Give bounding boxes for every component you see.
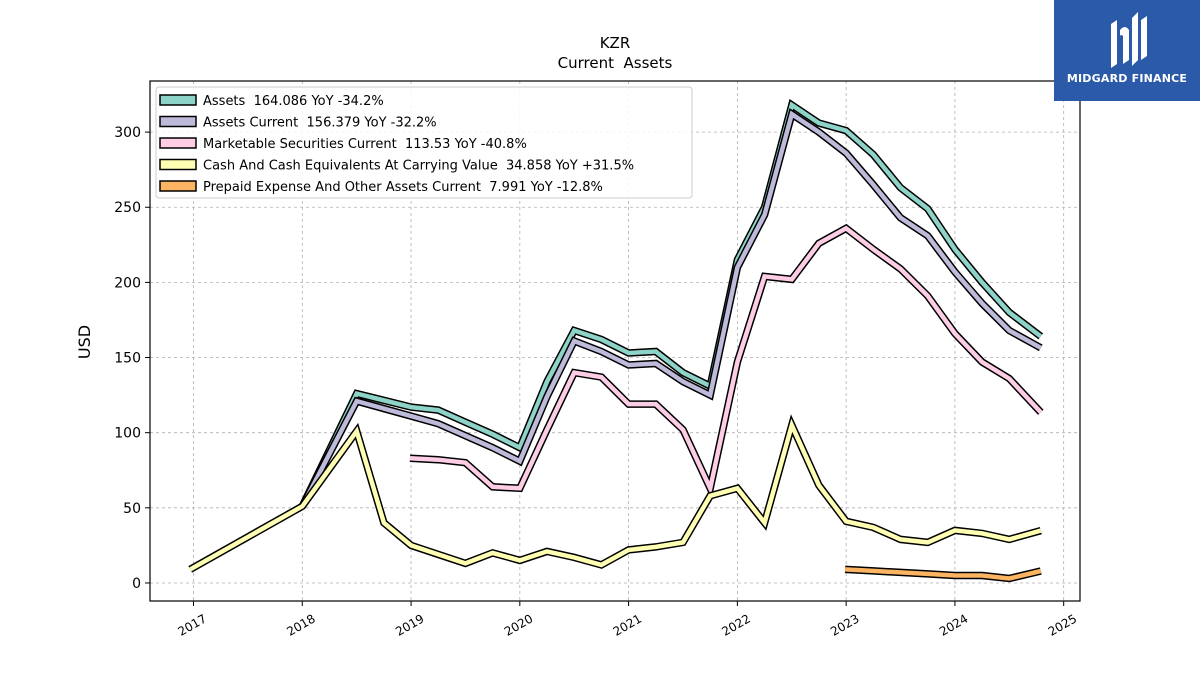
y-tick-label: 0 [132,576,141,592]
legend-label: Prepaid Expense And Other Assets Current… [203,180,603,195]
legend-swatch [159,137,197,149]
brand-logo: MIDGARD FINANCE [1054,0,1200,101]
legend-swatch [159,115,197,128]
legend-swatch [159,94,197,106]
series-1 [298,108,1043,509]
series-line [300,101,1043,508]
y-tick-label: 250 [114,200,141,216]
series-line [844,567,1042,581]
x-tick-label: 2020 [502,611,535,638]
x-tick-label: 2021 [611,611,644,638]
series-4 [844,565,1042,583]
series-line-outline [188,414,1042,573]
y-tick-label: 100 [114,426,141,442]
x-tick-label: 2019 [393,611,426,638]
x-tick-label: 2018 [284,611,317,638]
x-tick-label: 2025 [1046,611,1079,638]
legend-swatch [159,158,197,171]
series-line [409,225,1043,496]
legend-label: Assets 164.086 YoY -34.2% [203,94,384,109]
series-lines [188,98,1044,583]
brand-name: MIDGARD FINANCE [1066,72,1188,85]
legend: Assets 164.086 YoY -34.2% Assets Current … [155,86,693,199]
y-tick-label: 200 [114,275,141,291]
legend-label: Marketable Securities Current 113.53 YoY… [203,137,527,152]
y-tick-label: 50 [123,501,141,517]
series-line-outline [409,223,1044,501]
brand-mark-icon [1111,12,1147,68]
x-tick-label: 2023 [828,611,861,638]
chart-title: KZR [600,34,631,52]
y-axis-label: USD [75,325,94,359]
legend-box [155,86,693,199]
x-tick-label: 2022 [719,611,752,638]
plot-frame [149,80,1081,602]
series-3 [188,414,1042,573]
series-line [300,110,1042,508]
y-tick-label: 300 [114,125,141,141]
legend-label: Assets Current 156.379 YoY -32.2% [203,116,437,131]
legend-swatch [159,180,197,192]
x-tick-label: 2017 [176,611,209,638]
series-0 [298,98,1044,508]
x-tick-label: 2024 [937,611,970,638]
y-tick-label: 150 [114,351,141,367]
series-line [189,418,1042,572]
legend-label: Cash And Cash Equivalents At Carrying Va… [203,159,634,174]
series-2 [409,223,1044,501]
chart-subtitle: Current Assets [558,54,673,72]
